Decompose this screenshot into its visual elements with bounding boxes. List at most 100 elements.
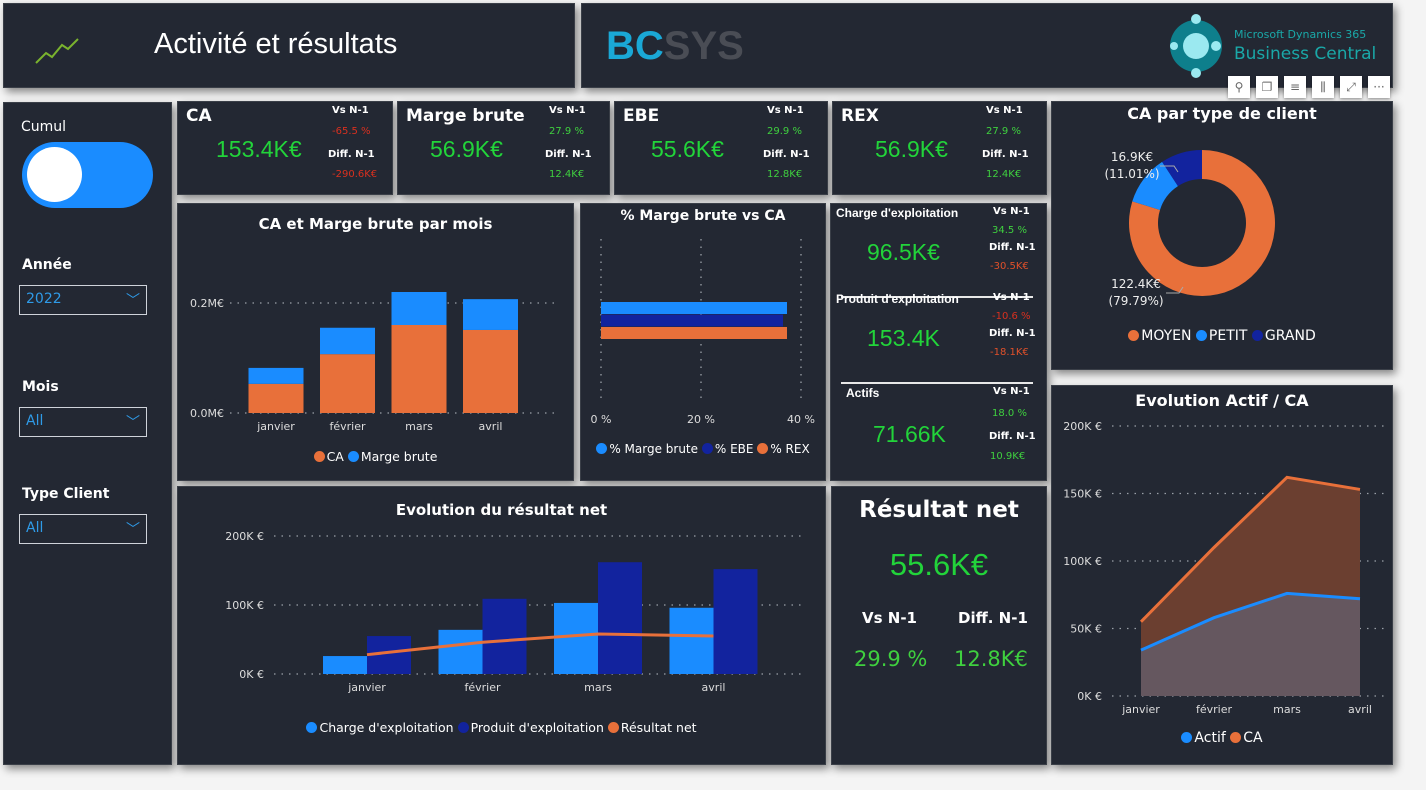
vs-value: -65.5 %	[332, 126, 371, 137]
focus-mode-icon[interactable]: ⤢	[1340, 76, 1362, 98]
x-tick-label: mars	[1273, 703, 1301, 716]
y-tick-label: 50K €	[1070, 623, 1102, 636]
kpi-title: Marge brute	[406, 106, 525, 126]
bar-produit	[482, 598, 527, 674]
diff-label: Diff. N-1	[328, 149, 375, 160]
y-tick-label: 200K €	[225, 530, 264, 543]
pin-icon[interactable]: ⚲	[1228, 76, 1250, 98]
diff-value: 12.4K€	[549, 169, 585, 180]
diff-value: -290.6K€	[332, 169, 378, 180]
donut-slice-moyen	[1129, 150, 1275, 297]
legend-charge[interactable]: Charge d'exploitation	[319, 720, 454, 735]
x-tick-label: 0 %	[591, 413, 612, 426]
diff-value: -18.1K€	[990, 347, 1029, 358]
vs-value: 29.9 %	[767, 126, 802, 137]
bar-marge-brute	[463, 299, 518, 330]
x-tick-label: janvier	[256, 420, 295, 433]
data-label: (11.01%)	[1104, 167, 1159, 181]
resultat-net-kpi-panel: Résultat net 55.6K€ Vs N-1 Diff. N-1 29.…	[831, 486, 1047, 765]
leader-line	[1160, 165, 1179, 173]
diff-label: Diff. N-1	[763, 149, 810, 160]
x-tick-label: avril	[1348, 703, 1372, 716]
diff-value: 12.8K€	[767, 169, 803, 180]
legend-pct-ebe[interactable]: % EBE	[714, 442, 754, 456]
diff-value: 12.4K€	[986, 169, 1022, 180]
x-tick-label: janvier	[347, 681, 386, 694]
y-tick-label: 100K €	[225, 599, 264, 612]
pct-marge-chart: 0 % 20 % 40 %	[591, 239, 815, 426]
kpi-title: EBE	[623, 106, 660, 126]
kpi-card-1: Marge brute 56.9K€ Vs N-1 27.9 % Diff. N…	[397, 101, 610, 195]
leader-line	[1166, 286, 1184, 294]
y-tick-label: 200K €	[1063, 420, 1102, 433]
legend-moyen[interactable]: MOYEN	[1141, 328, 1192, 344]
bar-marge-brute	[320, 327, 375, 355]
x-tick-label: février	[464, 681, 500, 694]
side-kpi-title: Actifs	[846, 386, 880, 400]
ca-marge-chart-panel: CA et Marge brute par mois 0.0M€ 0.2M€ jan…	[177, 203, 574, 481]
more-options-icon[interactable]: ···	[1368, 76, 1390, 98]
type-client-dropdown[interactable]: All ﹀	[19, 514, 147, 544]
chart-title: CA et Marge brute par mois	[258, 215, 493, 233]
bar-pct-rex	[601, 327, 787, 339]
x-tick-label: février	[1196, 703, 1232, 716]
donut-chart: 16.9K€ (11.01%) 122.4K€ (79.79%)	[1104, 150, 1275, 308]
actif-ca-chart-panel: Evolution Actif / CA 0K € 50K € 100K € 150K…	[1051, 385, 1393, 765]
diff-label: Diff. N-1	[989, 242, 1036, 253]
diff-value: -30.5K€	[990, 261, 1029, 272]
kpi-card-3: REX 56.9K€ Vs N-1 27.9 % Diff. N-1 12.4K…	[832, 101, 1047, 195]
ms-dynamics-label: Microsoft Dynamics 365	[1234, 28, 1367, 41]
diff-label: Diff. N-1	[989, 328, 1036, 339]
mois-dropdown[interactable]: All ﹀	[19, 407, 147, 437]
y-tick-label: 0K €	[1077, 690, 1102, 703]
kpi-title: CA	[186, 106, 212, 126]
annee-dropdown[interactable]: 2022 ﹀	[19, 285, 147, 315]
donut-slice-petit	[1132, 161, 1178, 210]
legend-grand[interactable]: GRAND	[1264, 328, 1316, 344]
kpi-card-0: CA 153.4K€ Vs N-1 -65.5 % Diff. N-1 -290…	[177, 101, 393, 195]
cumul-toggle[interactable]	[22, 142, 153, 208]
bcsys-logo: BCSYS	[606, 24, 744, 69]
diff-label: Diff. N-1	[958, 609, 1028, 627]
legend-resultat[interactable]: Résultat net	[620, 720, 697, 735]
donut-slice-grand	[1162, 150, 1202, 187]
legend-actif[interactable]: Actif	[1194, 730, 1226, 746]
vs-value: 29.9 %	[854, 647, 928, 671]
ca-type-client-panel: CA par type de client 16.9K€ (11.01%) 122.…	[1051, 101, 1393, 370]
legend-pct-rex[interactable]: % REX	[770, 442, 810, 456]
legend-pct-marge[interactable]: % Marge brute	[609, 442, 699, 456]
legend-marge-brute[interactable]: Marge brute	[360, 449, 438, 464]
vs-value: 18.0 %	[992, 408, 1027, 419]
bar-ca	[391, 325, 447, 413]
kpi-value: 55.6K€	[651, 136, 724, 162]
legend-ca[interactable]: CA	[326, 449, 344, 464]
bar-marge-brute	[391, 292, 447, 325]
legend-petit[interactable]: PETIT	[1208, 328, 1248, 344]
resultat-net-chart-panel: Evolution du résultat net 0K € 100K € 200K…	[177, 486, 826, 765]
y-tick-label: 150K €	[1063, 488, 1102, 501]
bar-charge	[438, 629, 483, 674]
chart-legend: MOYEN PETIT GRAND	[1052, 328, 1392, 344]
bar-charge	[323, 656, 367, 674]
legend-produit[interactable]: Produit d'exploitation	[470, 720, 604, 735]
mois-label: Mois	[22, 379, 59, 395]
y-tick-label: 100K €	[1063, 555, 1102, 568]
copy-icon[interactable]: ❐	[1256, 76, 1278, 98]
diff-label: Diff. N-1	[989, 431, 1036, 442]
bar-pct-marge	[601, 302, 787, 314]
legend-ca[interactable]: CA	[1243, 730, 1263, 746]
resultat-net-chart: 0K € 100K € 200K € janvier février mars avril	[225, 530, 806, 694]
actif-ca-chart: 0K € 50K € 100K € 150K € 200K € janvier févrie…	[1063, 420, 1384, 716]
x-tick-label: janvier	[1121, 703, 1160, 716]
chart-legend: Actif CA	[1052, 730, 1392, 746]
filter-icon[interactable]: ≡	[1284, 76, 1306, 98]
type-client-value: All	[26, 520, 44, 536]
data-label: 122.4K€	[1111, 277, 1161, 291]
side-kpi-title: Charge d'exploitation	[836, 206, 959, 220]
kpi-title: REX	[841, 106, 879, 126]
bar-marge-brute	[248, 367, 304, 384]
format-icon[interactable]: ⫼	[1312, 76, 1334, 98]
vs-label: Vs N-1	[993, 206, 1030, 217]
filter-sidebar: Cumul	[3, 102, 172, 765]
diff-label: Diff. N-1	[545, 149, 592, 160]
